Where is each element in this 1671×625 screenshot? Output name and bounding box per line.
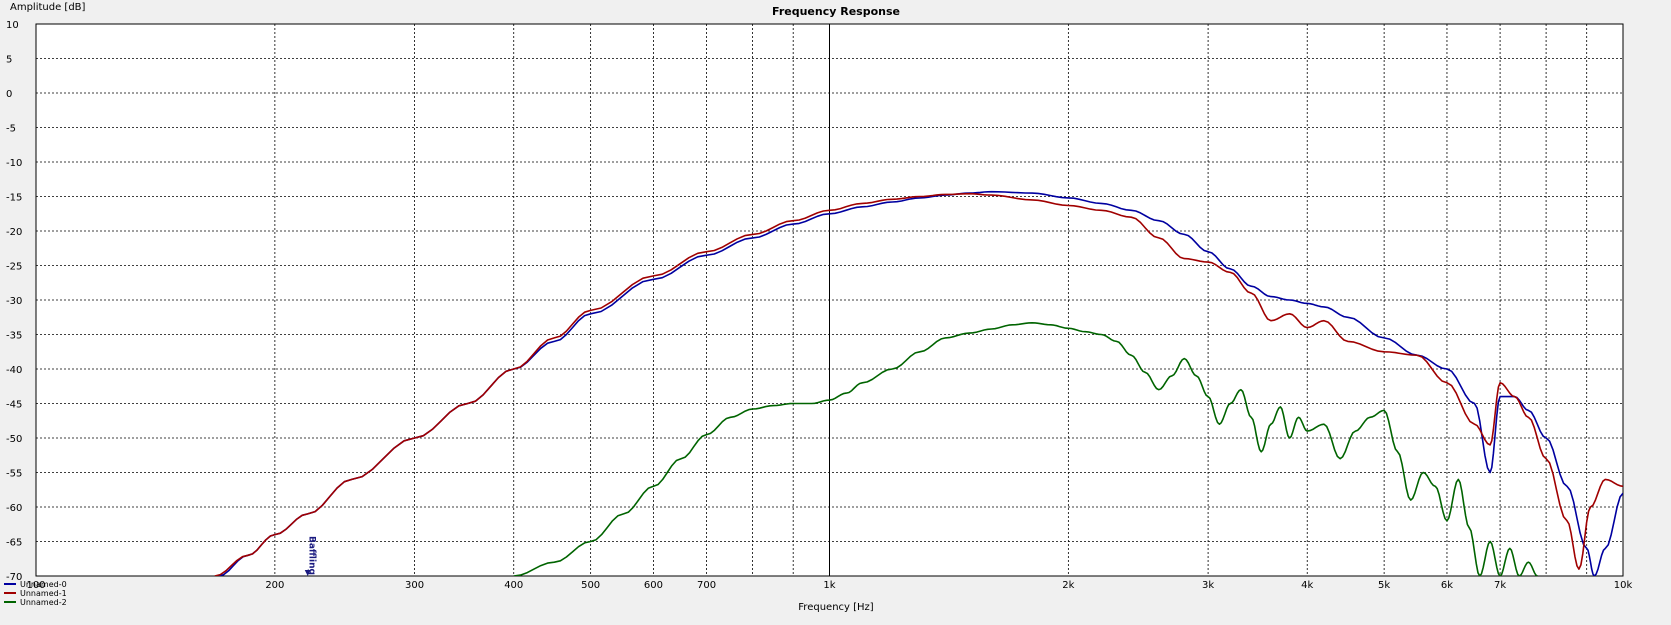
grid-lines bbox=[36, 24, 1623, 576]
y-tick-label: 10 bbox=[6, 20, 19, 31]
y-tick-label: -40 bbox=[6, 365, 22, 376]
legend-label: Unnamed-1 bbox=[20, 589, 67, 598]
y-tick-label: -15 bbox=[6, 193, 22, 204]
legend-label: Unnamed-0 bbox=[20, 580, 67, 589]
y-axis-label: Amplitude [dB] bbox=[10, 2, 86, 13]
y-tick-label: -45 bbox=[6, 400, 22, 411]
annotation-layer: Baffling bbox=[304, 536, 317, 576]
x-tick-label: 700 bbox=[697, 580, 716, 591]
x-tick-label: 4k bbox=[1301, 580, 1313, 591]
chart-title: Frequency Response bbox=[772, 5, 900, 18]
y-tick-label: 5 bbox=[6, 55, 12, 66]
series-line-unnamed-2 bbox=[513, 322, 1538, 576]
annotation-marker-icon bbox=[304, 570, 311, 576]
x-tick-label: 600 bbox=[644, 580, 663, 591]
x-tick-label: 7k bbox=[1494, 580, 1506, 591]
y-tick-label: -30 bbox=[6, 296, 22, 307]
x-axis-label: Frequency [Hz] bbox=[798, 602, 874, 613]
y-tick-label: -5 bbox=[6, 124, 16, 135]
y-tick-label: -65 bbox=[6, 538, 22, 549]
x-tick-label: 5k bbox=[1378, 580, 1390, 591]
y-tick-label: -60 bbox=[6, 503, 22, 514]
y-tick-label: -50 bbox=[6, 434, 22, 445]
y-tick-label: -10 bbox=[6, 158, 22, 169]
x-tick-label: 3k bbox=[1202, 580, 1214, 591]
x-tick-label: 100 bbox=[26, 580, 45, 591]
x-tick-label: 1k bbox=[823, 580, 835, 591]
y-tick-label: -70 bbox=[6, 572, 22, 583]
y-tick-label: -35 bbox=[6, 331, 22, 342]
y-tick-label: -20 bbox=[6, 227, 22, 238]
y-tick-label: 0 bbox=[6, 89, 12, 100]
x-tick-label: 200 bbox=[265, 580, 284, 591]
annotation-label: Baffling bbox=[307, 536, 317, 575]
x-tick-label: 6k bbox=[1441, 580, 1453, 591]
axis-ticks: 10 5 0 -5 -10 -15 -20 -25 -30 -35 -40 -45 -50 -55 -60 -… bbox=[6, 20, 1632, 591]
legend-label: Unnamed-2 bbox=[20, 598, 67, 607]
x-tick-label: 300 bbox=[405, 580, 424, 591]
series-lines bbox=[214, 190, 1623, 576]
y-tick-label: -55 bbox=[6, 469, 22, 480]
y-tick-label: -25 bbox=[6, 262, 22, 273]
x-tick-label: 10k bbox=[1614, 580, 1633, 591]
series-line-unnamed-1 bbox=[214, 192, 1623, 576]
x-tick-label: 500 bbox=[581, 580, 600, 591]
series-line-unnamed-0 bbox=[218, 190, 1623, 576]
x-tick-label: 2k bbox=[1062, 580, 1074, 591]
x-tick-label: 400 bbox=[504, 580, 523, 591]
